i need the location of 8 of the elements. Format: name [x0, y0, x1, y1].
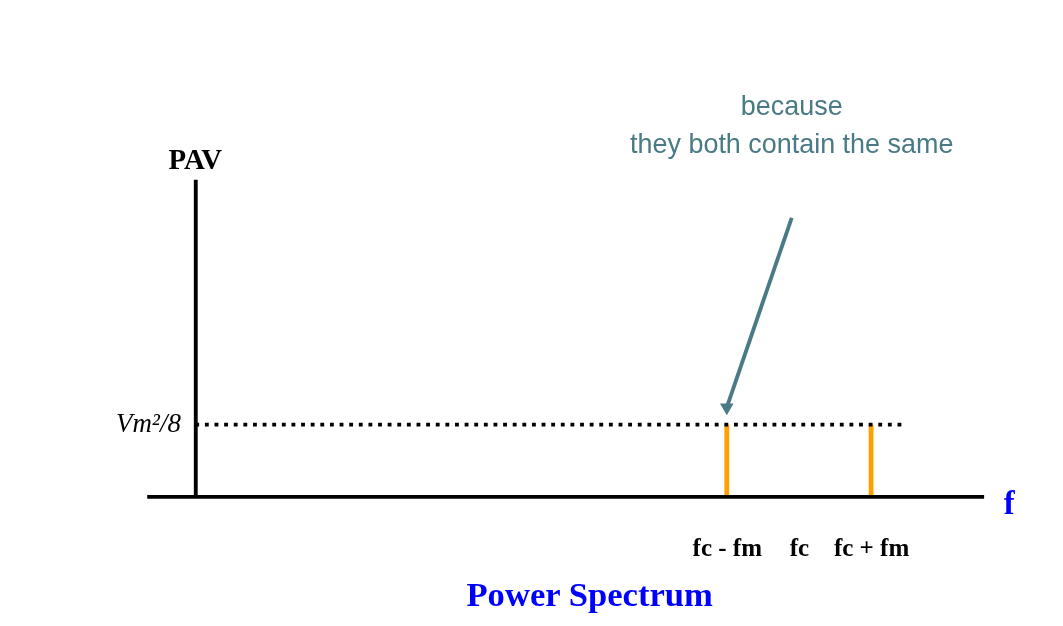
text: Power Spectrum: [466, 575, 714, 614]
ref-line-label: Vm²/8: [115, 408, 182, 439]
x-tick-label: fc: [789, 533, 810, 561]
x-tick-label: fc - fm: [692, 533, 763, 561]
text: because they both contain the same: [630, 90, 954, 160]
x-axis-title: f: [1003, 484, 1016, 521]
text: PAV: [168, 142, 223, 175]
x-tick-label: fc + fm: [833, 533, 910, 561]
